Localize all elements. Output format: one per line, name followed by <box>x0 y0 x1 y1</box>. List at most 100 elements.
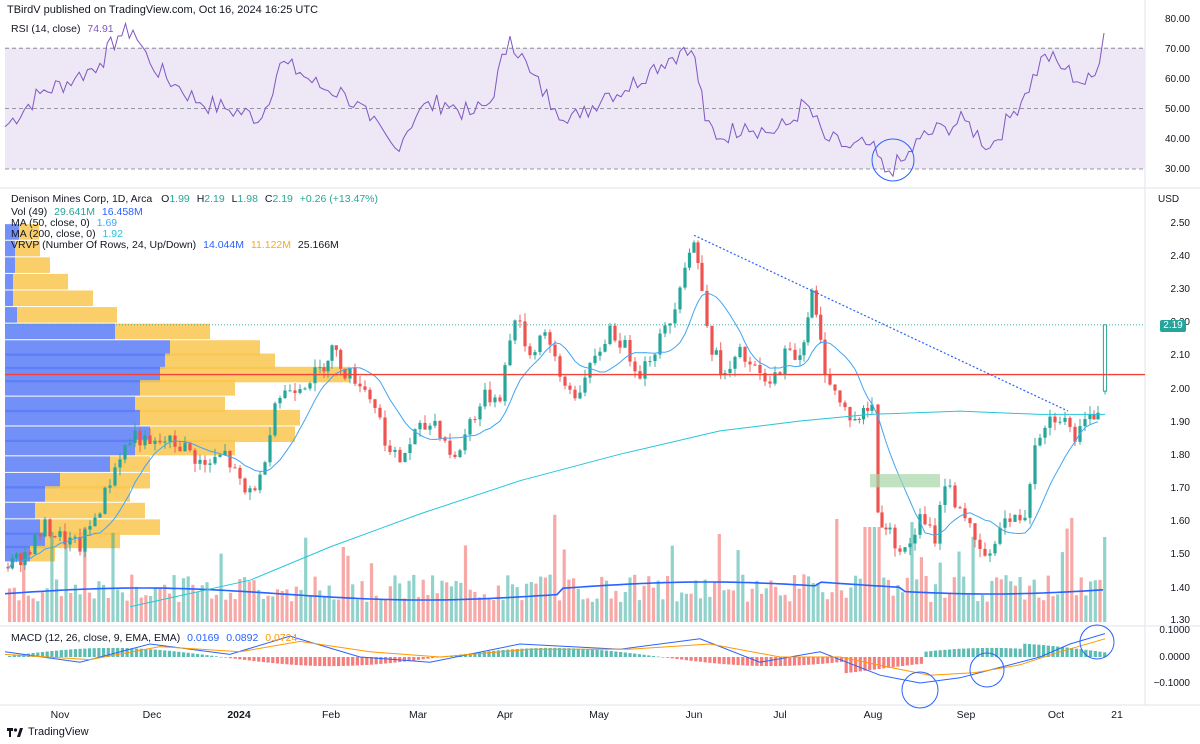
macd-histogram-bar <box>351 657 355 666</box>
ma200-label: MA (200, close, 0) <box>11 228 96 240</box>
macd-histogram-bar <box>224 657 228 658</box>
macd-histogram-bar <box>976 648 980 657</box>
candle-body <box>1043 427 1047 438</box>
volume-bar <box>360 581 364 622</box>
candle-body <box>908 543 912 548</box>
volume-bar <box>971 536 975 622</box>
volume-bar <box>69 593 73 622</box>
candle-body <box>83 529 87 552</box>
ma200-legend[interactable]: MA (200, close, 0) 1.92 <box>11 229 123 240</box>
volume-bar <box>73 584 77 622</box>
candle-body <box>293 390 297 393</box>
volume-bar <box>534 583 538 622</box>
macd-histogram-bar <box>158 650 162 657</box>
x-tick-label: 21 <box>1111 709 1123 721</box>
volume-bar <box>769 580 773 622</box>
ma50-line <box>7 292 1099 569</box>
macd-histogram-bar <box>492 650 496 657</box>
candle-body <box>1092 414 1096 420</box>
candle-body <box>683 267 687 288</box>
volume-bar <box>703 579 707 622</box>
vol-value-1: 29.641M <box>54 206 95 218</box>
macd-histogram-bar <box>482 651 486 657</box>
candle-body <box>568 385 572 390</box>
ohlc-h-label: H <box>196 193 205 205</box>
macd-histogram-bar <box>858 657 862 672</box>
volume-bar <box>1098 579 1102 622</box>
candle-body <box>1008 518 1012 522</box>
vrvp-up-bar <box>5 486 45 502</box>
candle-body <box>448 440 452 455</box>
macd-histogram-bar <box>1004 648 1008 657</box>
macd-histogram-bar <box>200 654 204 657</box>
volume-bar <box>844 597 848 622</box>
volume-bar <box>468 589 472 622</box>
volume-bar <box>106 598 110 622</box>
volume-bar <box>1089 581 1093 622</box>
macd-histogram-bar <box>562 648 566 657</box>
macd-histogram-bar <box>271 657 275 664</box>
rsi-tick: 50.00 <box>1164 104 1190 115</box>
macd-histogram-bar <box>727 657 731 665</box>
macd-histogram-bar <box>421 657 425 660</box>
candle-body <box>888 527 892 530</box>
macd-histogram-bar <box>567 648 571 657</box>
candle-body <box>238 467 242 479</box>
candle-body <box>98 513 102 518</box>
volume-bar <box>821 592 825 622</box>
candle-body <box>322 367 326 372</box>
x-tick-label: Feb <box>321 709 341 721</box>
candle-body <box>283 390 287 398</box>
volume-bar <box>619 601 623 622</box>
macd-histogram-bar <box>708 657 712 663</box>
volume-bar <box>980 595 985 622</box>
macd-histogram-bar <box>619 652 623 657</box>
macd-histogram-bar <box>999 648 1003 657</box>
tradingview-footer[interactable]: TradingView <box>7 726 89 738</box>
macd-histogram-bar <box>839 657 844 662</box>
tradingview-logo-icon <box>7 727 23 737</box>
macd-value-2: 0.0892 <box>226 632 259 644</box>
vol-legend[interactable]: Vol (49) 29.641M 16.458M <box>11 207 143 218</box>
volume-bar <box>365 601 369 622</box>
volume-bar <box>299 590 303 622</box>
macd-histogram-bar <box>689 657 693 661</box>
candle-body <box>398 449 402 463</box>
vrvp-down-bar <box>15 240 40 257</box>
candle-body <box>733 356 737 369</box>
macd-histogram-bar <box>59 650 63 657</box>
macd-histogram-bar <box>1023 643 1027 657</box>
candle-body <box>453 454 457 457</box>
macd-histogram-bar <box>219 656 223 658</box>
volume-bar <box>407 580 411 622</box>
candle-body <box>793 349 797 360</box>
candle-body <box>19 553 23 566</box>
macd-legend[interactable]: MACD (12, 26, close, 9, EMA, EMA) 0.0169… <box>11 633 297 644</box>
vrvp-legend[interactable]: VRVP (Number Of Rows, 24, Up/Down) 14.04… <box>11 240 339 251</box>
volume-bar <box>764 588 768 622</box>
volume-bar <box>1103 537 1107 622</box>
volume-bar <box>271 596 275 622</box>
ma50-legend[interactable]: MA (50, close, 0) 1.69 <box>11 218 117 229</box>
macd-histogram-bar <box>553 647 557 657</box>
volume-bar <box>675 601 679 622</box>
macd-histogram-bar <box>186 652 190 657</box>
macd-histogram-bar <box>355 657 359 666</box>
macd-histogram-bar <box>520 648 524 657</box>
volume-bar <box>741 574 745 622</box>
volume-bar <box>670 545 674 622</box>
candle-body <box>648 361 652 363</box>
candle-body <box>88 526 92 530</box>
candle-body <box>783 348 787 374</box>
candle-body <box>710 326 714 355</box>
symbol-legend[interactable]: Denison Mines Corp, 1D, Arca O1.99 H2.19… <box>11 194 378 205</box>
candle-body <box>963 508 967 519</box>
candle-body <box>738 346 742 357</box>
macd-histogram-bar <box>337 657 341 667</box>
macd-histogram-bar <box>750 657 754 666</box>
candle-body <box>773 372 777 384</box>
volume-bar <box>647 576 651 622</box>
price-tick: 1.90 <box>1170 417 1190 428</box>
macd-histogram-bar <box>473 652 477 657</box>
